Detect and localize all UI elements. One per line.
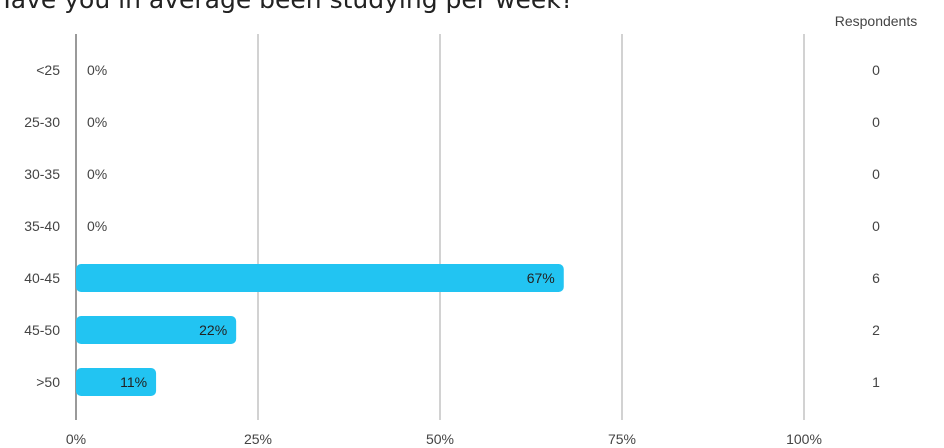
- category-label: 45-50: [24, 322, 60, 338]
- data-label: 22%: [199, 322, 227, 338]
- x-tick-label: 25%: [244, 431, 272, 447]
- category-label: >50: [36, 374, 60, 390]
- respondent-count: 0: [872, 218, 880, 234]
- x-tick-label: 75%: [608, 431, 636, 447]
- category-label: 30-35: [24, 166, 60, 182]
- x-tick-label: 100%: [786, 431, 822, 447]
- respondents-header: Respondents: [835, 13, 918, 29]
- data-label: 0%: [87, 114, 107, 130]
- category-label: <25: [36, 62, 60, 78]
- data-label: 0%: [87, 166, 107, 182]
- bar: [76, 316, 237, 344]
- respondent-count: 0: [872, 114, 880, 130]
- category-label: 40-45: [24, 270, 60, 286]
- respondent-count: 0: [872, 166, 880, 182]
- bar: [76, 264, 564, 292]
- respondent-count: 0: [872, 62, 880, 78]
- data-label: 0%: [87, 218, 107, 234]
- gridlines: [75, 34, 805, 420]
- data-label: 67%: [527, 270, 555, 286]
- respondent-count: 6: [872, 270, 880, 286]
- data-label: 11%: [120, 374, 147, 390]
- labels: 0% 25% 50% 75% 100%<25 0% 025-30 0% 030-35 0% 035-…: [24, 62, 880, 447]
- respondent-count: 1: [872, 374, 880, 390]
- respondent-count: 2: [872, 322, 880, 338]
- category-label: 35-40: [24, 218, 60, 234]
- data-label: 0%: [87, 62, 107, 78]
- x-tick-label: 0%: [66, 431, 86, 447]
- category-label: 25-30: [24, 114, 60, 130]
- bars: [76, 264, 564, 396]
- bar: [76, 368, 157, 396]
- x-tick-label: 50%: [426, 431, 454, 447]
- chart-title: Have you in average been studying per we…: [0, 0, 574, 14]
